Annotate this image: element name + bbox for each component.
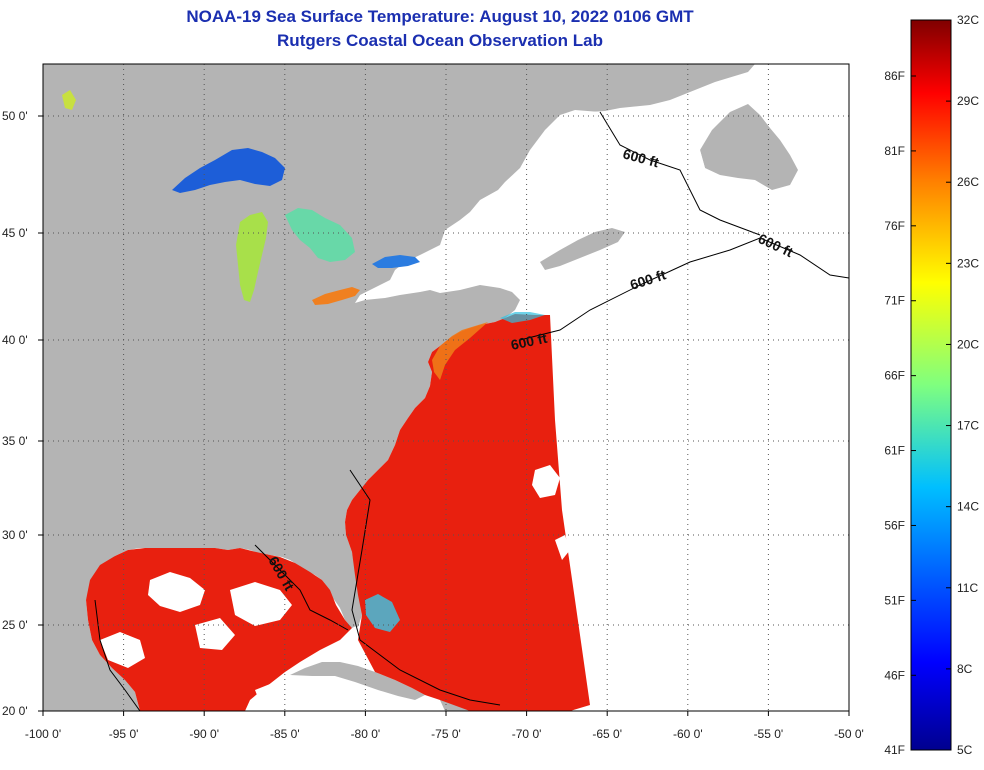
lat-tick-label: 50 0' <box>2 109 28 123</box>
lat-tick-label: 40 0' <box>2 333 28 347</box>
sst-bahamas-shallows <box>365 594 400 632</box>
land-nova-scotia <box>540 228 625 270</box>
colorbar-label-fahrenheit: 56F <box>884 518 905 532</box>
colorbar-label-fahrenheit: 76F <box>884 219 905 233</box>
map-subtitle: Rutgers Coastal Ocean Observation Lab <box>277 31 603 50</box>
lat-tick-label: 20 0' <box>2 704 28 718</box>
colorbar-label-fahrenheit: 71F <box>884 294 905 308</box>
sst-atlantic <box>345 314 590 711</box>
land-newfoundland <box>700 104 798 190</box>
lake-superior <box>172 148 285 193</box>
lon-tick-label: -90 0' <box>189 727 219 741</box>
sst-mid-atlantic-shelf <box>432 322 488 380</box>
lon-tick-label: -50 0' <box>834 727 864 741</box>
colorbar-ticks: 32C 29C 26C 23C 20C 17C 14C 11C 8C 5C 86F 81F 76F 71F… <box>884 13 979 757</box>
colorbar-label-fahrenheit: 86F <box>884 69 905 83</box>
lake-michigan <box>236 212 268 302</box>
cloud-gap-gulf-4 <box>195 618 235 650</box>
longitude-axis: -100 0' -95 0' -90 0' -85 0' -80 0' -75 0' -70… <box>25 711 864 741</box>
colorbar-label-celsius: 32C <box>957 13 979 27</box>
colorbar-label-celsius: 5C <box>957 743 973 757</box>
land-north-america <box>43 64 755 711</box>
colorbar-label-celsius: 11C <box>957 581 978 595</box>
lat-tick-label: 30 0' <box>2 528 28 542</box>
colorbar-label-fahrenheit: 51F <box>884 593 905 607</box>
latitude-axis: 20 0' 25 0' 30 0' 35 0' 40 0' 45 0' 50 0' <box>2 109 43 718</box>
lon-tick-label: -80 0' <box>351 727 381 741</box>
cloud-gap-atlantic-2 <box>555 535 570 560</box>
cloud-gap-gulf-1 <box>148 572 205 612</box>
colorbar-label-celsius: 17C <box>957 419 979 433</box>
lat-tick-label: 35 0' <box>2 434 28 448</box>
land-cuba <box>290 662 425 700</box>
colorbar-label-fahrenheit: 46F <box>884 668 905 682</box>
colorbar-label-celsius: 29C <box>957 94 979 108</box>
lat-tick-label: 25 0' <box>2 618 28 632</box>
isobath-label: 600 ft <box>509 330 548 353</box>
lon-tick-label: -55 0' <box>754 727 784 741</box>
colorbar-label-celsius: 23C <box>957 256 979 270</box>
lon-tick-label: -75 0' <box>431 727 461 741</box>
colorbar-label-fahrenheit: 81F <box>884 144 905 158</box>
lon-tick-label: -60 0' <box>673 727 703 741</box>
cloud-gap-caribbean <box>255 680 300 708</box>
lon-tick-label: -95 0' <box>109 727 139 741</box>
lon-tick-label: -85 0' <box>270 727 300 741</box>
map-title: NOAA-19 Sea Surface Temperature: August … <box>186 7 694 26</box>
cloud-gap-gulf-3 <box>100 632 145 668</box>
colorbar-label-celsius: 8C <box>957 662 973 676</box>
lat-tick-label: 45 0' <box>2 226 28 240</box>
lake-huron <box>285 208 355 262</box>
gulf-st-lawrence <box>522 105 705 244</box>
colorbar <box>910 19 952 751</box>
lon-tick-label: -100 0' <box>25 727 61 741</box>
lake-ontario <box>372 255 420 268</box>
lon-tick-label: -65 0' <box>592 727 622 741</box>
colorbar-label-celsius: 20C <box>957 337 979 351</box>
colorbar-label-celsius: 14C <box>957 500 979 514</box>
colorbar-label-fahrenheit: 61F <box>884 444 905 458</box>
lon-tick-label: -70 0' <box>512 727 542 741</box>
colorbar-label-fahrenheit: 66F <box>884 369 905 383</box>
sst-new-england-shelf <box>500 312 545 323</box>
lake-erie <box>312 287 360 305</box>
colorbar-label-celsius: 26C <box>957 175 979 189</box>
cloud-gap-atlantic-1 <box>532 465 560 498</box>
lake-winnipegosis <box>62 90 76 110</box>
isobath-600ft <box>94 111 849 711</box>
colorbar-label-fahrenheit: 41F <box>884 743 905 757</box>
cloud-gap-gulf-2 <box>230 582 292 626</box>
